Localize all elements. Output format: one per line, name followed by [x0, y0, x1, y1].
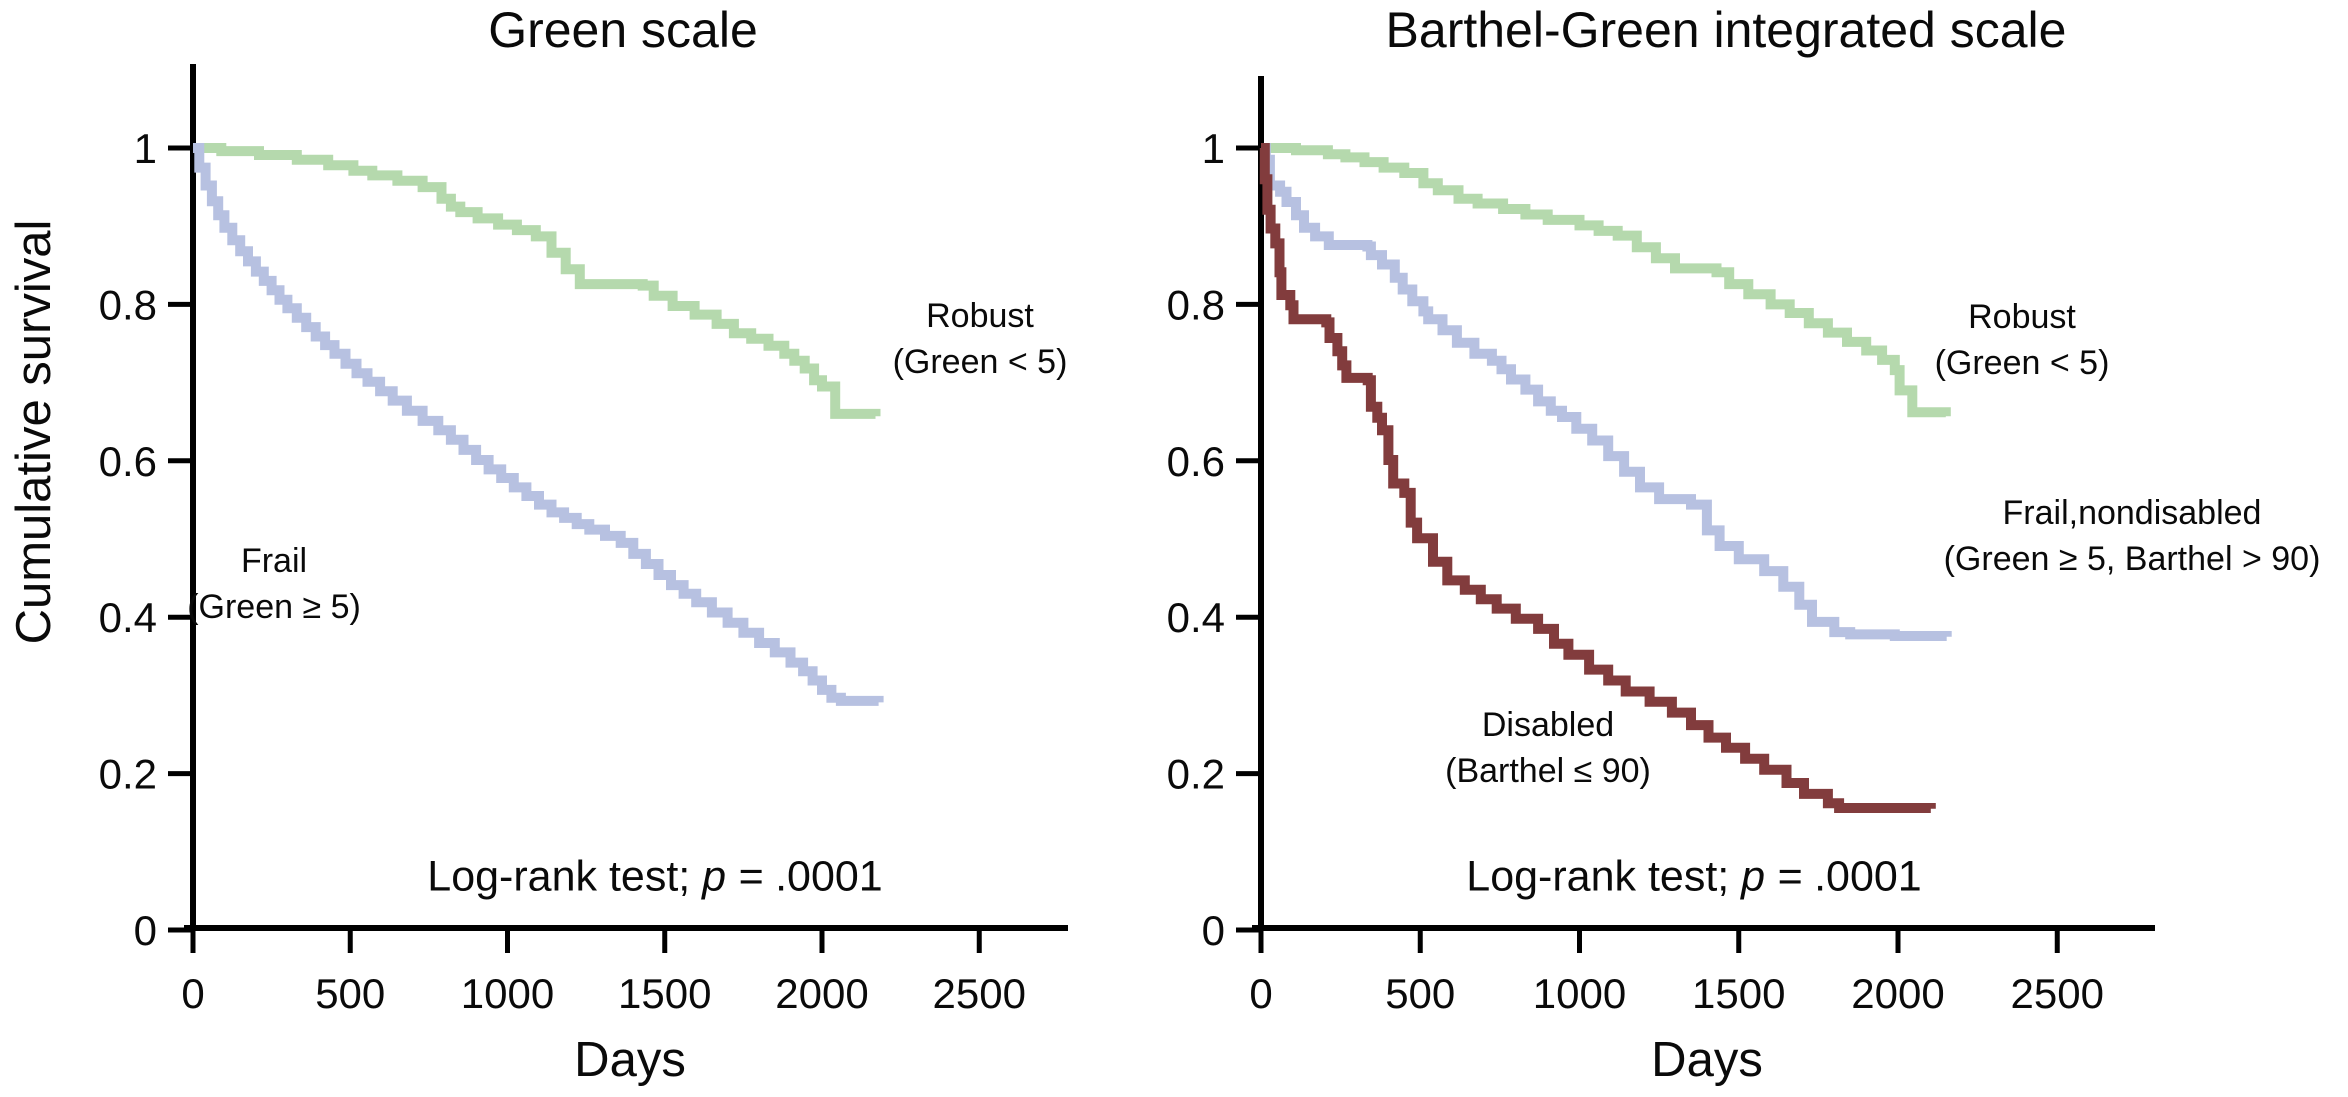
annotation-line: (Green ≥ 5): [187, 588, 361, 626]
annotation-robust-left: Robust (Green < 5): [893, 293, 1068, 385]
log-rank-p-symbol: p =: [702, 852, 776, 901]
log-rank-prefix: Log-rank test;: [1466, 852, 1742, 901]
annotation-line: Frail,nondisabled: [2002, 494, 2262, 532]
x-axis-label-left: Days: [574, 1033, 686, 1087]
y-tick-label: 0.4: [1167, 594, 1225, 641]
y-tick-label: 0.8: [99, 281, 157, 328]
annotation-line: (Green < 5): [892, 343, 1068, 381]
log-rank-note-right: Log-rank test; p = .0001: [1466, 853, 1921, 902]
y-tick-label: 0.6: [99, 438, 157, 485]
panel-title-green-scale: Green scale: [488, 2, 758, 58]
annotation-disabled: Disabled (Barthel ≤ 90): [1445, 702, 1651, 794]
log-rank-p-value: .0001: [775, 852, 883, 901]
y-tick-label: 0.2: [99, 751, 157, 798]
x-axis-label-right: Days: [1651, 1033, 1763, 1087]
x-tick-label: 2500: [933, 970, 1026, 1017]
log-rank-p-value: .0001: [1814, 852, 1922, 901]
y-axis-label: Cumulative survival: [7, 219, 61, 645]
annotation-line: (Barthel ≤ 90): [1445, 752, 1651, 790]
y-tick-label: 0.2: [1167, 751, 1225, 798]
survival-curve-frail-green-5: [193, 143, 884, 706]
x-tick-label: 1000: [1533, 970, 1626, 1017]
survival-curve-robust-green-5: [193, 143, 881, 419]
y-tick-label: 0.6: [1167, 438, 1225, 485]
x-tick-label: 1500: [1692, 970, 1785, 1017]
survival-curve-robust-green-5: [1261, 143, 1951, 418]
x-tick-label: 0: [1249, 970, 1272, 1017]
y-tick-label: 1: [134, 125, 157, 172]
survival-curve-frail-nondisabled-green-5-barthel-90: [1260, 143, 1952, 641]
annotation-line: (Green ≥ 5, Barthel > 90): [1943, 540, 2321, 578]
y-tick-label: 0: [1202, 907, 1225, 954]
y-tick-label: 0.4: [99, 594, 157, 641]
x-tick-label: 500: [315, 970, 385, 1017]
annotation-line: (Green < 5): [1934, 344, 2110, 382]
x-tick-label: 2000: [1851, 970, 1944, 1017]
y-tick-label: 0.8: [1167, 281, 1225, 328]
annotation-line: Robust: [926, 297, 1034, 335]
y-tick-label: 1: [1202, 125, 1225, 172]
x-tick-label: 1000: [461, 970, 554, 1017]
x-tick-label: 2500: [2011, 970, 2104, 1017]
annotation-frail-left: Frail (Green ≥ 5): [187, 538, 361, 630]
annotation-robust-right: Robust (Green < 5): [1935, 294, 2110, 386]
panel-title-barthel-green: Barthel-Green integrated scale: [1385, 2, 2067, 58]
x-tick-label: 2000: [775, 970, 868, 1017]
annotation-line: Frail: [240, 542, 308, 580]
survival-curve-disabled-barthel-90: [1259, 143, 1936, 813]
log-rank-p-symbol: p =: [1741, 852, 1815, 901]
x-tick-label: 1500: [618, 970, 711, 1017]
annotation-line: Disabled: [1481, 706, 1615, 744]
x-tick-label: 500: [1385, 970, 1455, 1017]
y-tick-label: 0: [134, 907, 157, 954]
x-tick-label: 0: [181, 970, 204, 1017]
annotation-frail-nondisabled: Frail,nondisabled (Green ≥ 5, Barthel > …: [1944, 490, 2321, 582]
log-rank-prefix: Log-rank test;: [427, 852, 703, 901]
log-rank-note-left: Log-rank test; p = .0001: [427, 853, 882, 902]
annotation-line: Robust: [1968, 298, 2076, 336]
